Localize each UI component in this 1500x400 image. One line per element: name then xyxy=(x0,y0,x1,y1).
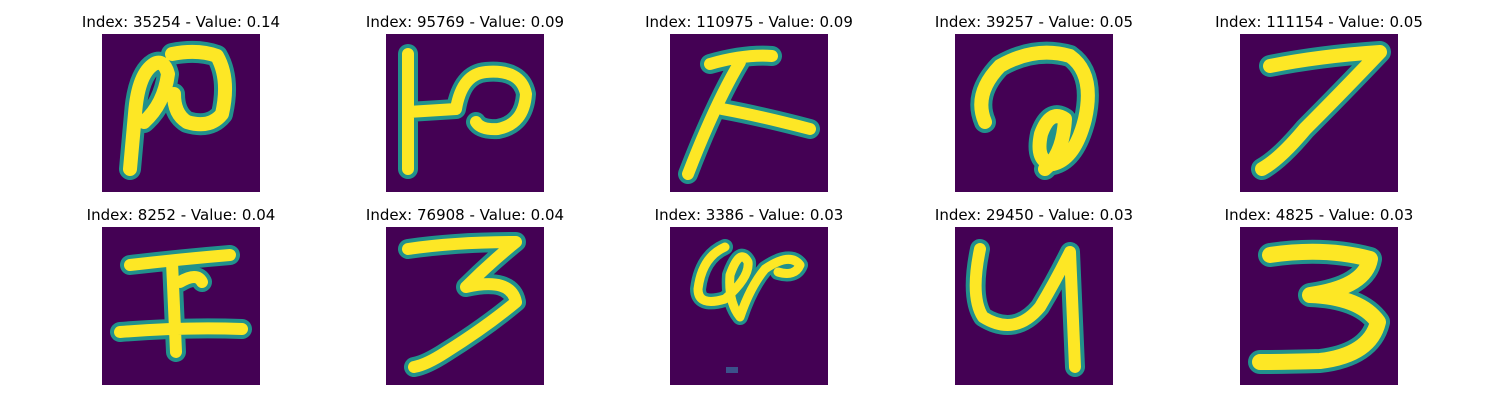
digit-image xyxy=(1240,34,1398,192)
glyph-lambda-like xyxy=(678,45,820,184)
digit-image xyxy=(670,227,828,385)
digit-image xyxy=(386,34,544,192)
glyph-three-open xyxy=(398,232,526,377)
glyph-y-like xyxy=(965,239,1085,377)
digit-image xyxy=(955,34,1113,192)
digit-image xyxy=(102,34,260,192)
glyph-seven xyxy=(1251,41,1391,180)
glyph-loop-a xyxy=(970,41,1099,180)
glyph-hook-p xyxy=(398,44,536,179)
panel-title: Index: 76908 - Value: 0.04 xyxy=(365,206,565,224)
panel-title: Index: 35254 - Value: 0.14 xyxy=(81,13,281,31)
panel-title: Index: 4825 - Value: 0.03 xyxy=(1224,206,1414,224)
panel-title: Index: 29450 - Value: 0.03 xyxy=(934,206,1134,224)
glyph-knot-loop xyxy=(690,239,808,373)
panel-title: Index: 95769 - Value: 0.09 xyxy=(365,13,565,31)
glyph-i-like xyxy=(110,245,252,362)
digit-image xyxy=(386,227,544,385)
glyph-ro-like xyxy=(119,40,237,180)
panel-title: Index: 39257 - Value: 0.05 xyxy=(934,13,1134,31)
glyph-three-closed xyxy=(1248,239,1390,374)
digit-image xyxy=(955,227,1113,385)
panel-title: Index: 3386 - Value: 0.03 xyxy=(654,206,844,224)
panel-title: Index: 110975 - Value: 0.09 xyxy=(645,13,853,31)
digit-image xyxy=(102,227,260,385)
digit-image xyxy=(1240,227,1398,385)
panel-title: Index: 8252 - Value: 0.04 xyxy=(86,206,276,224)
panel-title: Index: 111154 - Value: 0.05 xyxy=(1215,13,1423,31)
digit-image xyxy=(670,34,828,192)
